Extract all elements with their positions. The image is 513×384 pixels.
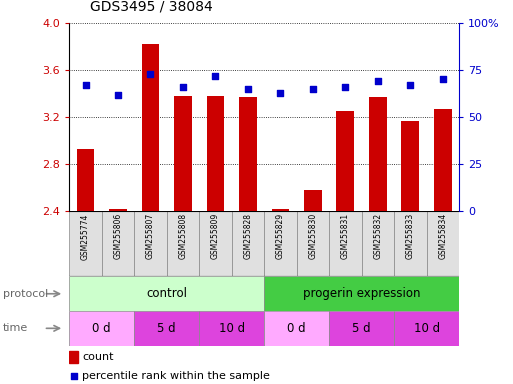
Text: GSM255834: GSM255834 xyxy=(439,213,447,260)
Bar xyxy=(69,351,78,363)
Bar xyxy=(199,211,232,276)
Point xyxy=(244,86,252,92)
Bar xyxy=(394,211,427,276)
Text: GSM255831: GSM255831 xyxy=(341,213,350,259)
Bar xyxy=(264,276,459,311)
Bar xyxy=(264,211,297,276)
Text: GSM255829: GSM255829 xyxy=(276,213,285,259)
Bar xyxy=(264,311,329,346)
Point xyxy=(179,84,187,90)
Bar xyxy=(174,96,192,211)
Text: 5 d: 5 d xyxy=(157,322,176,335)
Bar xyxy=(134,211,167,276)
Bar xyxy=(402,121,419,211)
Text: control: control xyxy=(146,287,187,300)
Bar xyxy=(434,109,452,211)
Bar xyxy=(69,311,134,346)
Bar xyxy=(369,97,387,211)
Bar xyxy=(167,211,199,276)
Bar xyxy=(207,96,224,211)
Bar xyxy=(69,276,264,311)
Bar xyxy=(362,211,394,276)
Text: 0 d: 0 d xyxy=(287,322,306,335)
Point xyxy=(211,73,220,79)
Bar xyxy=(199,311,264,346)
Point xyxy=(439,76,447,83)
Text: GDS3495 / 38084: GDS3495 / 38084 xyxy=(90,0,212,13)
Point xyxy=(146,71,154,77)
Text: GSM255828: GSM255828 xyxy=(244,213,252,259)
Bar xyxy=(239,97,257,211)
Point xyxy=(341,84,349,90)
Bar xyxy=(232,211,264,276)
Bar xyxy=(337,111,354,211)
Text: 10 d: 10 d xyxy=(219,322,245,335)
Point xyxy=(406,82,415,88)
Text: GSM255808: GSM255808 xyxy=(179,213,187,259)
Bar xyxy=(69,211,102,276)
Text: GSM255774: GSM255774 xyxy=(81,213,90,260)
Text: protocol: protocol xyxy=(3,289,48,299)
Bar xyxy=(304,190,322,211)
Text: percentile rank within the sample: percentile rank within the sample xyxy=(82,371,270,381)
Text: GSM255806: GSM255806 xyxy=(113,213,123,260)
Text: time: time xyxy=(3,323,28,333)
Text: GSM255830: GSM255830 xyxy=(308,213,318,260)
Bar xyxy=(329,311,394,346)
Bar xyxy=(297,211,329,276)
Bar xyxy=(271,209,289,211)
Point xyxy=(374,78,382,84)
Bar xyxy=(142,44,160,211)
Bar xyxy=(76,149,94,211)
Text: 10 d: 10 d xyxy=(413,322,440,335)
Point xyxy=(309,86,317,92)
Bar xyxy=(427,211,459,276)
Text: count: count xyxy=(82,352,113,362)
Point xyxy=(114,91,122,98)
Point xyxy=(277,89,285,96)
Bar xyxy=(329,211,362,276)
Bar xyxy=(394,311,459,346)
Bar xyxy=(109,209,127,211)
Text: GSM255833: GSM255833 xyxy=(406,213,415,260)
Bar xyxy=(134,311,199,346)
Point xyxy=(69,372,77,379)
Text: 5 d: 5 d xyxy=(352,322,371,335)
Text: GSM255809: GSM255809 xyxy=(211,213,220,260)
Text: GSM255807: GSM255807 xyxy=(146,213,155,260)
Text: progerin expression: progerin expression xyxy=(303,287,421,300)
Text: GSM255832: GSM255832 xyxy=(373,213,382,259)
Bar xyxy=(102,211,134,276)
Text: 0 d: 0 d xyxy=(92,322,111,335)
Point xyxy=(82,82,90,88)
